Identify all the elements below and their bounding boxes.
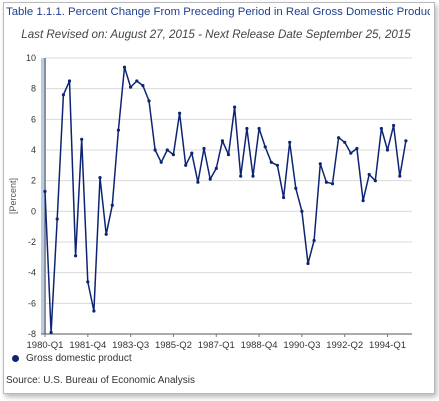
x-tick-label: 1980-Q1 (27, 340, 64, 351)
data-point (49, 330, 53, 335)
data-point (251, 174, 255, 178)
y-tick-label: -4 (28, 268, 36, 278)
data-point (294, 186, 298, 190)
data-point (367, 172, 371, 177)
data-point (245, 126, 249, 131)
data-point (67, 79, 72, 83)
data-point (269, 160, 273, 164)
y-tick-label: -6 (28, 298, 36, 308)
data-point (343, 140, 347, 144)
data-point (184, 163, 188, 167)
data-point (385, 148, 390, 152)
data-point (226, 153, 231, 157)
data-point (208, 177, 212, 181)
data-point (165, 148, 169, 152)
data-point (135, 79, 139, 83)
data-point (355, 146, 359, 151)
x-tick-label: 1985-Q2 (155, 340, 192, 351)
x-tick-label: 1981-Q4 (69, 340, 106, 351)
data-point (202, 146, 206, 151)
source-note: Source: U.S. Bureau of Economic Analysis (6, 375, 195, 386)
data-point (233, 105, 237, 109)
legend-marker (12, 355, 19, 362)
x-tick-label: 1992-Q2 (326, 340, 363, 351)
data-point (379, 126, 383, 131)
x-tick-label: 1988-Q4 (241, 340, 278, 351)
x-tick-label: 1987-Q1 (198, 340, 235, 351)
x-tick-label: 1990-Q3 (283, 340, 320, 351)
data-point (80, 137, 84, 141)
chart-title: Table 1.1.1. Percent Change From Precedi… (6, 6, 430, 18)
data-point (288, 140, 292, 144)
y-tick-label: 0 (31, 206, 36, 216)
y-tick-label: -8 (28, 329, 36, 339)
legend[interactable]: Gross domestic product (12, 353, 132, 364)
data-point (306, 261, 310, 266)
data-point (178, 111, 182, 115)
data-point (196, 180, 200, 184)
y-tick-label: -2 (28, 237, 36, 247)
data-point (263, 145, 267, 149)
y-axis-label: [Percent] (8, 178, 18, 214)
data-point (116, 128, 120, 132)
data-point (110, 203, 114, 207)
data-point (129, 85, 133, 89)
data-point (404, 139, 408, 143)
data-point (239, 174, 243, 178)
data-point (61, 93, 65, 97)
data-point (300, 209, 304, 213)
data-point (98, 176, 102, 180)
data-point (104, 232, 108, 236)
data-point (86, 280, 90, 284)
data-point (43, 189, 47, 193)
data-point (190, 151, 194, 155)
data-point (392, 123, 396, 128)
data-point (312, 238, 316, 243)
data-point (318, 162, 322, 166)
y-tick-label: 10 (26, 53, 36, 63)
legend-label: Gross domestic product (26, 353, 132, 364)
data-point (159, 160, 163, 164)
chart-subtitle: Last Revised on: August 27, 2015 - Next … (21, 28, 411, 41)
data-point (257, 126, 261, 131)
data-point (361, 199, 365, 203)
data-point (398, 174, 402, 178)
data-point (275, 163, 279, 167)
x-tick-label: 1994-Q1 (369, 340, 406, 351)
x-tick-label: 1983-Q3 (112, 340, 149, 351)
data-point (74, 254, 78, 258)
data-point (147, 99, 151, 103)
data-point (171, 153, 175, 157)
data-point (337, 136, 341, 140)
data-point (373, 179, 377, 183)
data-point (220, 139, 224, 143)
data-point (153, 148, 157, 152)
data-point (282, 195, 286, 200)
data-point (324, 180, 328, 184)
data-point (122, 65, 127, 69)
y-tick-label: 4 (31, 145, 36, 155)
data-point (330, 182, 335, 186)
series-line-gdp (44, 66, 407, 334)
data-point (349, 151, 353, 155)
y-tick-label: 6 (31, 114, 36, 124)
data-point (92, 309, 96, 313)
data-point (141, 84, 145, 88)
data-point (214, 166, 218, 170)
y-tick-label: 2 (31, 176, 36, 186)
recession-band (41, 58, 46, 334)
data-point (55, 217, 59, 221)
y-tick-label: 8 (31, 84, 36, 94)
